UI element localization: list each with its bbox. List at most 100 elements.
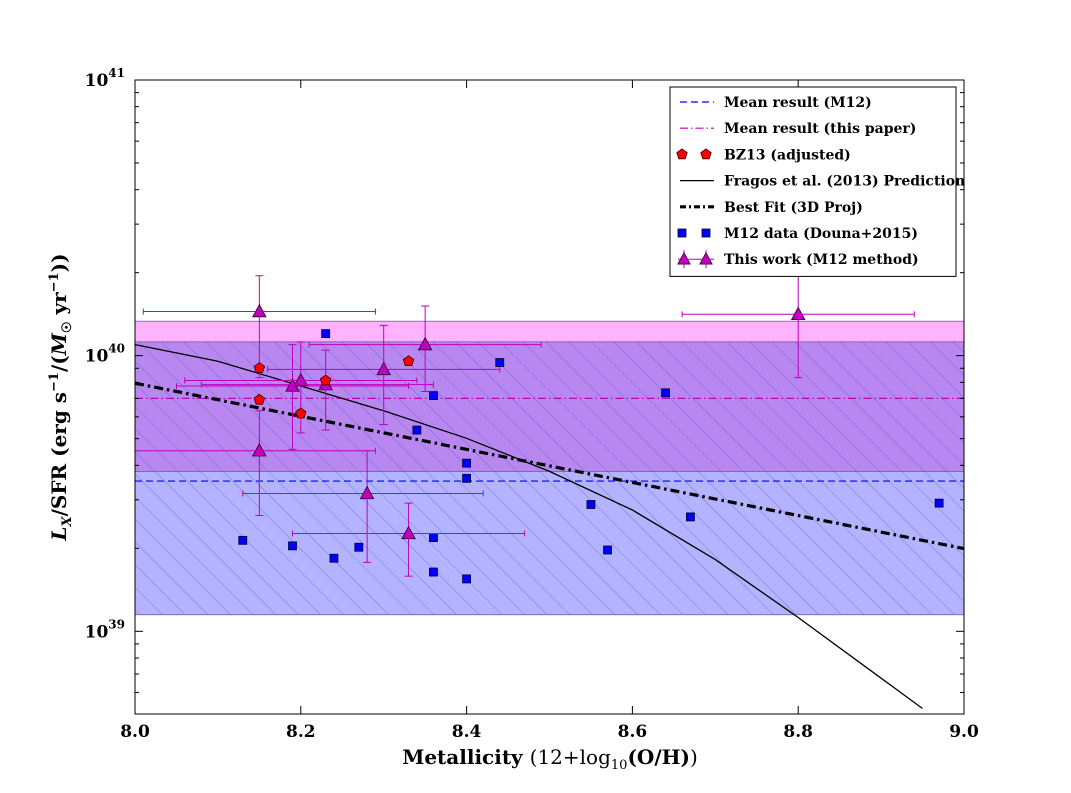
m12-data-point: [429, 391, 438, 401]
x-tick-label: 8.2: [286, 722, 316, 742]
bz13-data-point: [319, 374, 332, 386]
y-axis-label-exp1: −1: [47, 372, 62, 392]
legend-label: Mean result (this paper): [724, 121, 916, 137]
legend-label: Best Fit (3D Proj): [724, 200, 863, 216]
legend-entry-mean_m12: Mean result (M12): [680, 95, 872, 111]
m12-data-point: [462, 574, 472, 584]
m12-data-point: [495, 358, 505, 367]
y-tick-label: 1039: [85, 617, 125, 642]
legend-entry-mean_this_paper: Mean result (this paper): [680, 121, 916, 137]
x-axis-label-paren-open: (12+log: [530, 745, 611, 769]
legend-label: M12 data (Douna+2015): [724, 226, 918, 242]
legend-label: This work (M12 method): [724, 252, 919, 268]
y-tick-label: 1040: [85, 342, 125, 367]
y-axis-label-l: L: [47, 527, 71, 542]
legend-handle-bz13: [676, 148, 688, 160]
m12-data-point: [462, 458, 472, 468]
x-tick-label: 9.0: [949, 722, 979, 742]
m12-data-point: [321, 329, 331, 339]
this-work-marker: [417, 336, 433, 351]
plot-frame: [134, 79, 965, 715]
x-axis-label-oh: (O/H): [627, 745, 690, 769]
legend-label: Fragos et al. (2013) Prediction: [724, 174, 965, 190]
bz13-data-point: [253, 393, 266, 405]
y-axis-label-sfr: /SFR (erg s: [47, 392, 71, 516]
this-work-marker: [252, 442, 267, 457]
this-work-point: [242, 450, 484, 563]
y-tick-exponent: 41: [108, 66, 125, 80]
m12-data-point: [429, 533, 438, 542]
x-tick-label: 8.6: [618, 722, 648, 742]
m12-data-point: [354, 542, 364, 552]
plot-area: [135, 250, 964, 710]
m12-data-point: [661, 388, 670, 398]
bz13-data-point: [253, 362, 266, 373]
this-work-marker: [376, 361, 392, 376]
this-work-marker: [790, 306, 806, 320]
y-tick-label: 1041: [85, 66, 125, 91]
m12-data-point: [288, 541, 297, 551]
this-work-point: [135, 410, 376, 517]
m12-data-point: [429, 567, 438, 577]
legend-entry-bz13: BZ13 (adjusted): [676, 147, 851, 163]
y-tick-base: 10: [85, 71, 109, 91]
this-work-point: [184, 341, 418, 434]
fragos-prediction-line: [135, 343, 923, 710]
y-axis-label-sun: ☉: [60, 321, 75, 333]
legend: Mean result (M12) Mean result (this paper…: [669, 86, 965, 277]
this-work-point: [175, 344, 410, 450]
y-tick-base: 10: [85, 622, 109, 642]
y-axis-label-yr: yr: [47, 292, 71, 322]
x-axis-label-metallicity: Metallicity: [402, 745, 529, 769]
m12-data-point: [238, 535, 248, 545]
legend-handle-this-work: [699, 251, 713, 265]
this-work-marker: [401, 525, 416, 540]
this-work-marker: [359, 485, 375, 500]
bz13-data-point: [402, 355, 415, 367]
bz13-data-point: [295, 407, 307, 419]
this-work-marker: [293, 372, 309, 387]
y-axis-label-close: )): [47, 253, 71, 272]
m12-data-point: [603, 545, 612, 555]
this-work-marker: [252, 303, 267, 318]
x-axis-label-base: 10: [611, 758, 628, 773]
hatch-overlay: [135, 341, 964, 615]
m12-data-point: [686, 512, 695, 522]
x-axis-label: Metallicity (12+log10(O/H)): [402, 745, 698, 773]
y-axis-label-slash: /(: [47, 355, 71, 372]
legend-handle-m12: [677, 228, 687, 238]
y-axis-label: LX/SFR (erg s−1/(M☉ yr−1)): [47, 253, 75, 541]
x-tick-label: 8.0: [120, 722, 150, 742]
legend-box: [669, 86, 957, 277]
legend-handle-m12: [701, 228, 711, 238]
this-work-point: [142, 275, 376, 379]
y-tick-exponent: 39: [108, 617, 125, 631]
m12-data-point: [934, 498, 944, 508]
legend-handle-bz13: [700, 148, 712, 160]
x-axis-label-paren-close: ): [690, 745, 698, 769]
this-work-point: [308, 305, 542, 392]
best-fit-line: [135, 381, 964, 551]
m12-data-point: [412, 425, 422, 435]
legend-entry-fragos: Fragos et al. (2013) Prediction: [680, 174, 965, 190]
m12-data-point: [586, 500, 596, 509]
legend-entry-this_work: This work (M12 method): [677, 250, 919, 269]
y-axis-label-exp2: −1: [47, 272, 62, 292]
legend-handle-this-work: [677, 251, 691, 265]
legend-label: Mean result (M12): [724, 95, 872, 111]
this-work-point: [267, 324, 501, 426]
x-tick-label: 8.4: [452, 722, 482, 742]
legend-entry-best_fit: Best Fit (3D Proj): [680, 200, 863, 216]
legend-entry-m12: M12 data (Douna+2015): [677, 226, 918, 242]
m12-data-point: [462, 473, 472, 483]
this-work-point: [292, 502, 526, 577]
x-tick-label: 8.8: [783, 722, 813, 742]
m12-data-point: [329, 553, 339, 563]
legend-label: BZ13 (adjusted): [724, 147, 851, 163]
y-axis-label-m: M: [47, 332, 71, 356]
y-tick-exponent: 40: [108, 342, 125, 356]
y-axis-label-x: X: [60, 516, 75, 528]
y-tick-base: 10: [85, 347, 109, 367]
